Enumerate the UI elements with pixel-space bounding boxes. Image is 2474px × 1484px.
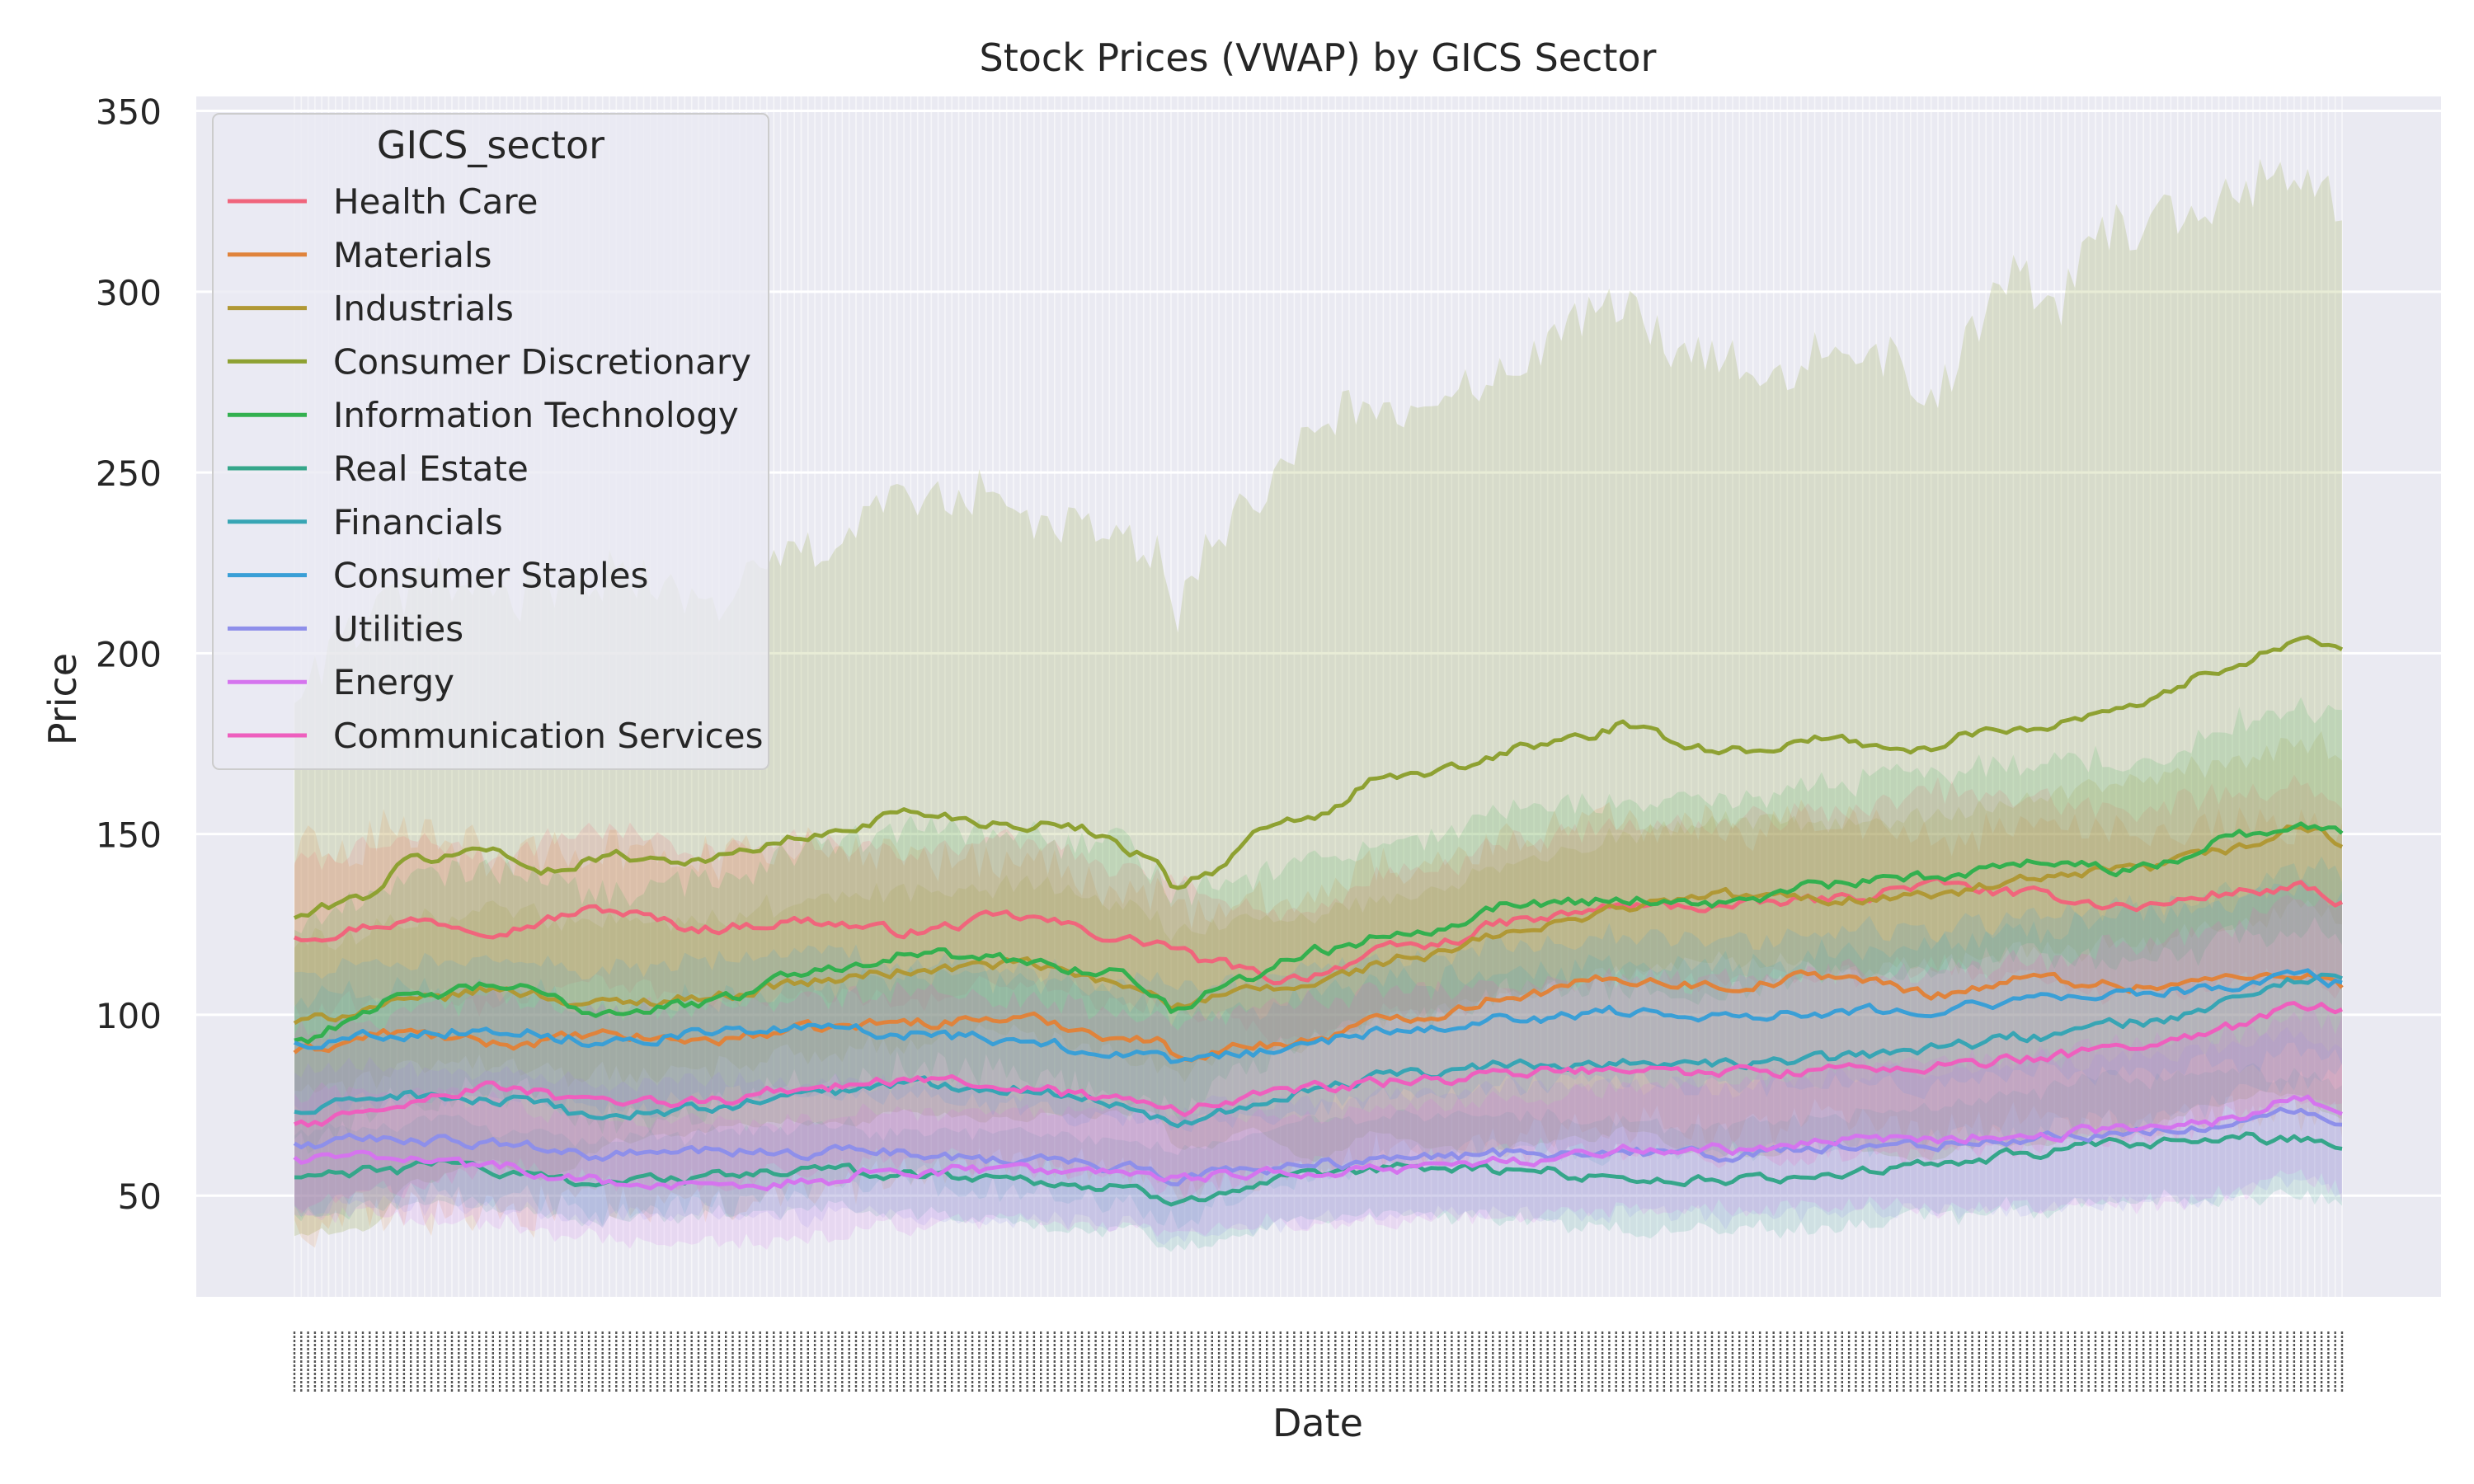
legend-label: Consumer Staples [333, 556, 648, 596]
legend: GICS_sector Health Care Materials Industri… [212, 113, 769, 770]
band-utilities [294, 1026, 2342, 1246]
line-financials [294, 972, 2343, 1129]
line-communication-services [294, 1001, 2343, 1128]
legend-box [212, 113, 769, 770]
line-industrials [293, 824, 2344, 1026]
line-utilities [293, 1106, 2343, 1187]
legend-label: Financials [333, 502, 503, 542]
line-health-care [294, 876, 2344, 986]
x-tick-labels-dense [293, 1331, 2344, 1393]
chart-title: Stock Prices (VWAP) by GICS Sector [980, 35, 1657, 80]
line-information-technology [294, 821, 2344, 1045]
legend-label: Information Technology [333, 395, 739, 435]
x-tick-labels [293, 1331, 2344, 1393]
y-tick-label: 250 [96, 453, 162, 494]
legend-label: Real Estate [333, 448, 529, 489]
series-lines [293, 635, 2344, 1207]
band-materials [294, 799, 2342, 1248]
legend-label: Consumer Discretionary [333, 341, 751, 382]
line-real-estate [294, 1131, 2343, 1207]
band-industrials [294, 730, 2342, 1098]
line-consumer-staples [294, 968, 2343, 1064]
legend-label: Utilities [333, 608, 463, 649]
band-information-technology [294, 697, 2342, 1154]
band-consumer-staples [294, 878, 2342, 1133]
band-financials [294, 856, 2342, 1230]
y-tick-label: 100 [96, 996, 162, 1036]
legend-label: Materials [333, 235, 492, 275]
line-consumer-discretionary [294, 635, 2344, 920]
legend-label: Energy [333, 662, 454, 702]
y-axis-label: Price [40, 653, 85, 745]
y-tick-label: 350 [96, 92, 162, 133]
y-tick-label: 300 [96, 273, 162, 313]
y-tick-label: 150 [96, 815, 162, 856]
legend-items: Health Care Materials Industrials Consumer … [228, 181, 764, 756]
band-energy [294, 1001, 2342, 1250]
legend-label: Health Care [333, 181, 539, 222]
y-tick-labels: 50 100 150 200 250 300 350 [96, 92, 162, 1218]
band-real-estate [294, 1063, 2342, 1252]
band-consumer-discretionary [294, 158, 2342, 1237]
legend-title: GICS_sector [377, 123, 604, 167]
legend-label: Industrials [333, 289, 514, 329]
legend-label: Communication Services [333, 716, 764, 756]
band-health-care [294, 774, 2342, 1052]
line-energy [293, 1094, 2343, 1192]
x-axis-label: Date [1272, 1401, 1363, 1445]
y-tick-label: 200 [96, 634, 162, 674]
y-tick-label: 50 [118, 1176, 162, 1217]
